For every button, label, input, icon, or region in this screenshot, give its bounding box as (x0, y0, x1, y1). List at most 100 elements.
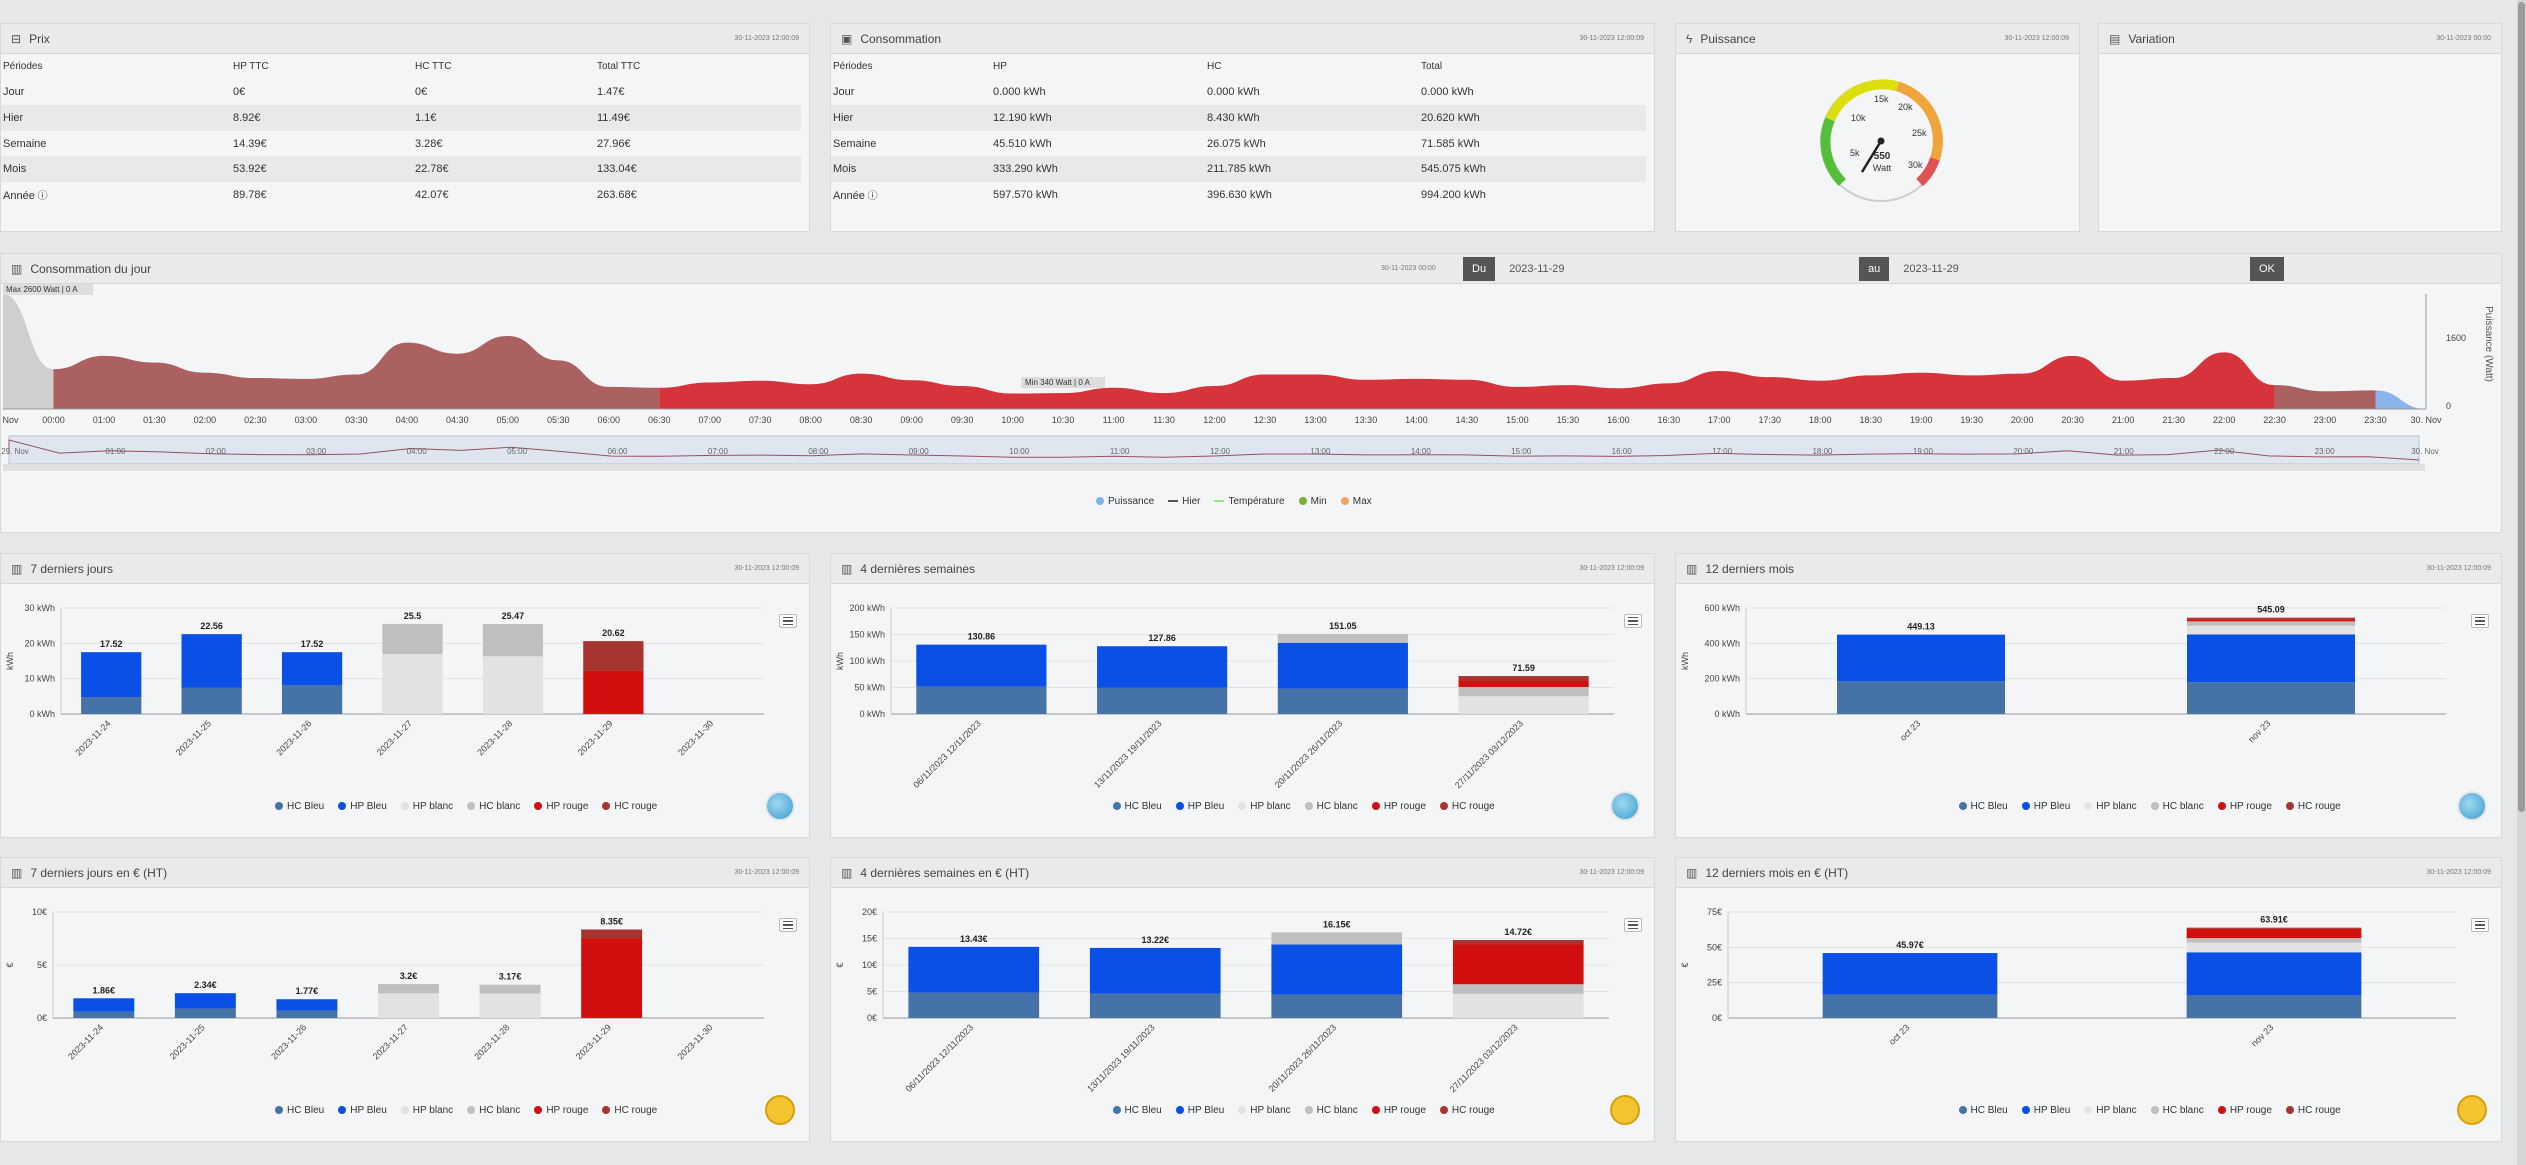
legend-item[interactable]: HP blanc (1238, 1105, 1291, 1116)
legend-item[interactable]: HC Bleu (1112, 1105, 1162, 1116)
bar-segment[interactable] (1458, 686, 1589, 697)
bar-segment[interactable] (276, 999, 338, 1011)
legend-item[interactable]: HP rouge (1371, 1105, 1426, 1116)
bar-segment[interactable] (1837, 681, 2005, 714)
bar-segment[interactable] (2186, 942, 2362, 953)
bar-segment[interactable] (916, 644, 1047, 687)
legend-item[interactable]: Puissance (1096, 496, 1154, 507)
legend-item[interactable]: HP blanc (1238, 801, 1291, 812)
bar-segment[interactable] (1271, 932, 1403, 945)
bar-segment[interactable] (1452, 939, 1584, 945)
info-icon[interactable]: ⓘ (34, 191, 48, 203)
legend-item[interactable]: HP blanc (400, 801, 453, 812)
legend-item[interactable]: HP rouge (534, 1105, 588, 1116)
legend-item[interactable]: HC rouge (602, 801, 657, 812)
legend-item[interactable]: Min (1298, 496, 1327, 507)
legend-item[interactable]: HP rouge (1371, 801, 1426, 812)
info-icon[interactable]: ⓘ (864, 191, 878, 203)
bar-segment[interactable] (281, 652, 343, 686)
bar-segment[interactable] (73, 1011, 135, 1018)
bar-segment[interactable] (2187, 617, 2355, 620)
bar-segment[interactable] (1822, 953, 1998, 995)
legend-item[interactable]: HP Bleu (2021, 801, 2070, 812)
legend-item[interactable]: HP Bleu (1175, 801, 1224, 812)
legend-item[interactable]: HC rouge (1439, 801, 1495, 812)
chart-menu-icon[interactable] (2471, 918, 2489, 932)
chart-menu-icon[interactable] (779, 918, 797, 932)
legend-item[interactable]: HP Bleu (338, 1105, 387, 1116)
chart-menu-icon[interactable] (1624, 918, 1642, 932)
legend-item[interactable]: HC rouge (2285, 801, 2341, 812)
bar-segment[interactable] (2187, 682, 2355, 714)
legend-item[interactable]: HC Bleu (275, 801, 324, 812)
bar-segment[interactable] (2186, 928, 2362, 939)
bar-segment[interactable] (479, 984, 541, 994)
legend-item[interactable]: HC blanc (467, 801, 520, 812)
bar-segment[interactable] (382, 653, 443, 714)
bar-segment[interactable] (1089, 947, 1221, 994)
bar-segment[interactable] (1097, 687, 1228, 715)
bar-segment[interactable] (1458, 676, 1589, 681)
bar-segment[interactable] (583, 670, 644, 714)
bar-segment[interactable] (1089, 993, 1221, 1018)
bar-segment[interactable] (2187, 619, 2355, 622)
legend-item[interactable]: HC Bleu (1958, 801, 2008, 812)
legend-item[interactable]: HP blanc (2084, 1105, 2137, 1116)
euro-badge-icon[interactable] (2457, 1095, 2487, 1125)
navigator-mask[interactable] (8, 435, 2420, 465)
page-scrollbar[interactable] (2517, 0, 2526, 1165)
legend-item[interactable]: HP rouge (534, 801, 588, 812)
bar-segment[interactable] (1458, 696, 1589, 714)
energy-badge-icon[interactable] (1610, 791, 1640, 821)
ok-button[interactable]: OK (2250, 257, 2284, 281)
navigator-scrollbar[interactable] (3, 464, 2425, 471)
legend-item[interactable]: HP Bleu (2021, 1105, 2070, 1116)
bar-segment[interactable] (1277, 642, 1408, 689)
legend-item[interactable]: HC rouge (2285, 1105, 2341, 1116)
bar-segment[interactable] (2186, 995, 2362, 1018)
bar-segment[interactable] (2186, 938, 2362, 943)
bar-segment[interactable] (2186, 927, 2362, 929)
bar-segment[interactable] (482, 624, 544, 657)
bar-segment[interactable] (1837, 634, 2005, 682)
legend-item[interactable]: HC blanc (1304, 801, 1358, 812)
bar-segment[interactable] (382, 623, 443, 654)
scrollbar-thumb[interactable] (2518, 2, 2525, 812)
legend-item[interactable]: HC Bleu (275, 1105, 324, 1116)
legend-item[interactable]: HP blanc (400, 1105, 453, 1116)
bar-segment[interactable] (1097, 646, 1228, 688)
legend-item[interactable]: HC blanc (1304, 1105, 1358, 1116)
bar-segment[interactable] (181, 687, 242, 715)
bar-segment[interactable] (276, 1010, 338, 1018)
bar-segment[interactable] (908, 946, 1040, 993)
bar-segment[interactable] (174, 993, 236, 1009)
bar-segment[interactable] (1452, 984, 1584, 994)
bar-segment[interactable] (479, 993, 541, 1018)
legend-item[interactable]: HC Bleu (1112, 801, 1162, 812)
legend-item[interactable]: HC blanc (2150, 1105, 2204, 1116)
bar-segment[interactable] (2187, 621, 2355, 626)
bar-segment[interactable] (581, 929, 643, 939)
bar-segment[interactable] (1452, 993, 1584, 1018)
bar-segment[interactable] (1822, 994, 1998, 1018)
legend-item[interactable]: Max (1340, 496, 1372, 507)
bar-segment[interactable] (1277, 688, 1408, 714)
bar-segment[interactable] (581, 938, 643, 1019)
bar-segment[interactable] (2187, 634, 2355, 683)
legend-item[interactable]: HP Bleu (338, 801, 387, 812)
legend-item[interactable]: Hier (1168, 496, 1200, 507)
chart-menu-icon[interactable] (779, 614, 797, 628)
bar-segment[interactable] (378, 993, 439, 1018)
bar-segment[interactable] (482, 656, 544, 714)
bar-segment[interactable] (1452, 944, 1584, 985)
bar-segment[interactable] (908, 992, 1040, 1018)
energy-badge-icon[interactable] (765, 791, 795, 821)
legend-item[interactable]: HC rouge (602, 1105, 657, 1116)
euro-badge-icon[interactable] (1610, 1095, 1640, 1125)
bar-segment[interactable] (81, 652, 142, 698)
bar-segment[interactable] (81, 697, 142, 714)
legend-item[interactable]: HC blanc (467, 1105, 520, 1116)
date-to-input[interactable]: 2023-11-29 (1903, 263, 1959, 275)
bar-segment[interactable] (2186, 952, 2362, 996)
date-from-input[interactable]: 2023-11-29 (1509, 263, 1565, 275)
